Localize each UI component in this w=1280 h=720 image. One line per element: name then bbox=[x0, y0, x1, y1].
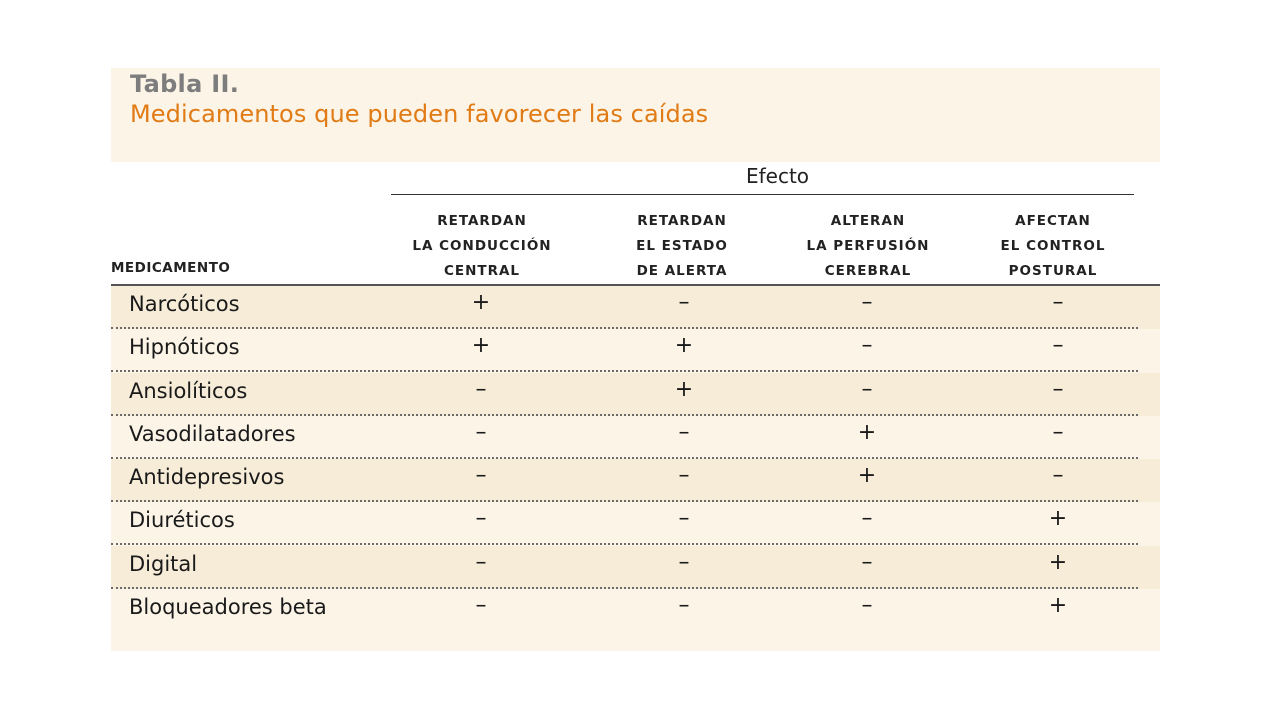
row-band bbox=[111, 459, 1160, 502]
table-row: Antidepresivos – – + – bbox=[111, 459, 1160, 502]
effect-cell: – bbox=[475, 593, 487, 618]
effect-cell: – bbox=[475, 420, 487, 445]
effect-cell: – bbox=[678, 290, 690, 315]
effect-cell: – bbox=[678, 506, 690, 531]
effect-cell: – bbox=[678, 420, 690, 445]
column-header-line: AFECTAN bbox=[1015, 213, 1091, 229]
effect-cell: – bbox=[475, 506, 487, 531]
group-header-rule bbox=[391, 194, 1134, 195]
effect-cell: – bbox=[1052, 463, 1064, 488]
column-header-line: DE ALERTA bbox=[636, 263, 728, 279]
medication-name: Vasodilatadores bbox=[129, 422, 296, 446]
column-header-1: RETARDAN LA CONDUCCIÓN CENTRAL bbox=[387, 209, 577, 284]
row-band bbox=[111, 286, 1160, 329]
table-row: Digital – – – + bbox=[111, 546, 1160, 589]
column-header-line: POSTURAL bbox=[1008, 263, 1098, 279]
table-row: Hipnóticos + + – – bbox=[111, 329, 1160, 372]
effect-cell: – bbox=[861, 377, 873, 402]
effect-cell: – bbox=[861, 593, 873, 618]
column-header-2: RETARDAN EL ESTADO DE ALERTA bbox=[587, 209, 777, 284]
effect-cell: – bbox=[1052, 420, 1064, 445]
effect-cell: + bbox=[1048, 550, 1068, 575]
effect-cell: + bbox=[857, 463, 877, 488]
header-rule bbox=[111, 284, 1160, 286]
medication-name: Ansiolíticos bbox=[129, 379, 248, 403]
effect-cell: + bbox=[674, 377, 694, 402]
effect-cell: + bbox=[674, 333, 694, 358]
column-header-line: EL CONTROL bbox=[1000, 238, 1106, 254]
table-row: Vasodilatadores – – + – bbox=[111, 416, 1160, 459]
effect-cell: + bbox=[471, 290, 491, 315]
column-header-line: CENTRAL bbox=[443, 263, 521, 279]
effect-cell: – bbox=[678, 550, 690, 575]
medication-name: Digital bbox=[129, 552, 198, 576]
column-header-line: CEREBRAL bbox=[824, 263, 912, 279]
row-band bbox=[111, 546, 1160, 589]
effect-cell: + bbox=[1048, 506, 1068, 531]
effect-cell: – bbox=[678, 463, 690, 488]
medication-name: Diuréticos bbox=[129, 508, 235, 532]
table-label: Tabla II. bbox=[130, 70, 240, 98]
medication-name: Narcóticos bbox=[129, 292, 240, 316]
row-band bbox=[111, 373, 1160, 416]
effect-cell: – bbox=[678, 593, 690, 618]
table-row: Ansiolíticos – + – – bbox=[111, 373, 1160, 416]
effect-cell: – bbox=[861, 290, 873, 315]
effect-cell: – bbox=[1052, 290, 1064, 315]
effect-cell: – bbox=[861, 506, 873, 531]
table-title: Medicamentos que pueden favorecer las ca… bbox=[130, 100, 709, 128]
row-separator bbox=[111, 543, 1138, 545]
medication-name: Antidepresivos bbox=[129, 465, 285, 489]
row-header-medicamento: MEDICAMENTO bbox=[111, 260, 231, 276]
column-header-line: RETARDAN bbox=[437, 213, 527, 229]
medication-name: Hipnóticos bbox=[129, 335, 240, 359]
row-separator bbox=[111, 370, 1138, 372]
column-header-line: LA PERFUSIÓN bbox=[806, 238, 930, 254]
effect-cell: – bbox=[1052, 333, 1064, 358]
effect-cell: – bbox=[861, 333, 873, 358]
table-row: Bloqueadores beta – – – + bbox=[111, 589, 1160, 632]
column-header-line: RETARDAN bbox=[637, 213, 727, 229]
row-separator bbox=[111, 500, 1138, 502]
column-header-line: EL ESTADO bbox=[636, 238, 728, 254]
effect-cell: – bbox=[475, 377, 487, 402]
effect-cell: – bbox=[861, 550, 873, 575]
effect-cell: + bbox=[857, 420, 877, 445]
row-separator bbox=[111, 327, 1138, 329]
table-row: Diuréticos – – – + bbox=[111, 502, 1160, 545]
table-row: Narcóticos + – – – bbox=[111, 286, 1160, 329]
column-header-line: LA CONDUCCIÓN bbox=[412, 238, 552, 254]
row-separator bbox=[111, 414, 1138, 416]
column-header-4: AFECTAN EL CONTROL POSTURAL bbox=[958, 209, 1148, 284]
group-header-efecto: Efecto bbox=[745, 164, 810, 188]
column-header-3: ALTERAN LA PERFUSIÓN CEREBRAL bbox=[773, 209, 963, 284]
row-separator bbox=[111, 457, 1138, 459]
effect-cell: + bbox=[471, 333, 491, 358]
column-header-line: ALTERAN bbox=[830, 213, 906, 229]
effect-cell: + bbox=[1048, 593, 1068, 618]
row-separator bbox=[111, 587, 1138, 589]
effect-cell: – bbox=[1052, 377, 1064, 402]
medication-name: Bloqueadores beta bbox=[129, 595, 327, 619]
effect-cell: – bbox=[475, 550, 487, 575]
table-title-block: Tabla II. Medicamentos que pueden favore… bbox=[111, 68, 1160, 162]
effect-cell: – bbox=[475, 463, 487, 488]
